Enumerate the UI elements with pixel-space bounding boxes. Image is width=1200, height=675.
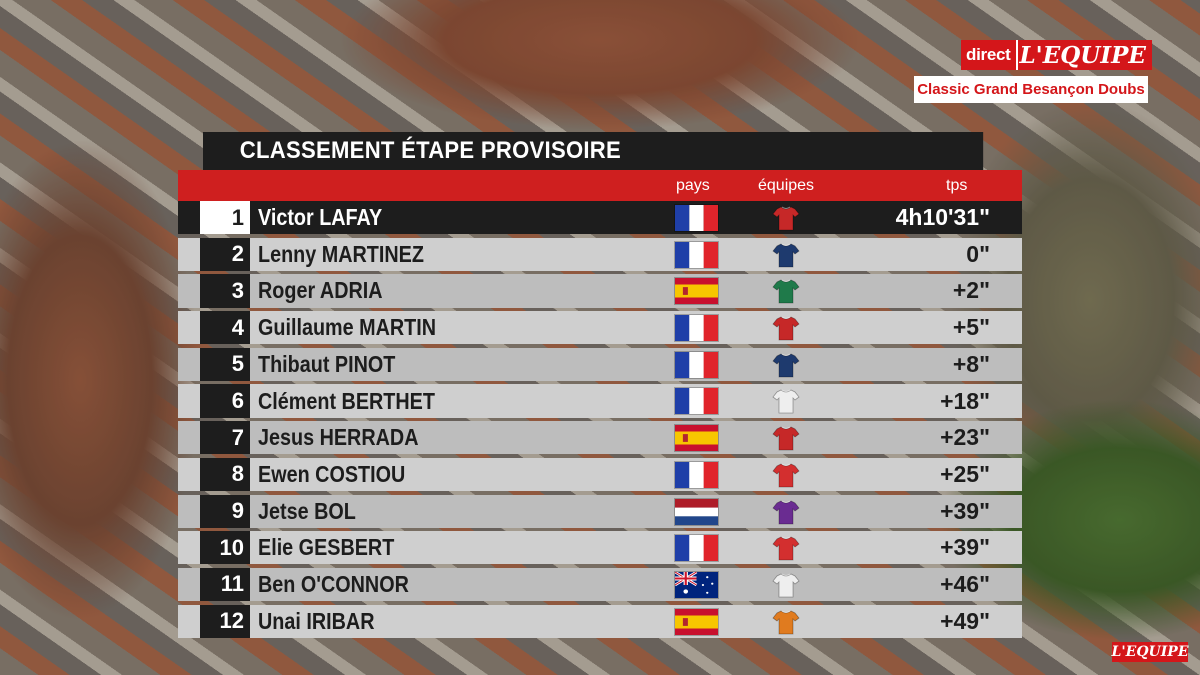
table-row: 8 Ewen COSTIOU +25" xyxy=(178,457,1022,491)
rider-time: +46" xyxy=(940,570,990,597)
brand-label: L'EQUIPE xyxy=(1015,40,1152,70)
column-header-time: tps xyxy=(946,177,968,194)
rider-time: +18" xyxy=(940,387,990,414)
rider-name: Jesus HERRADA xyxy=(258,424,419,451)
column-header-team: équipes xyxy=(758,177,815,194)
country-flag-icon xyxy=(674,460,719,489)
rider-name: Ewen COSTIOU xyxy=(258,460,406,487)
rider-rank: 7 xyxy=(200,421,250,455)
country-flag-icon xyxy=(674,204,719,232)
rider-rank: 3 xyxy=(200,274,250,308)
rider-name: Guillaume MARTIN xyxy=(258,314,437,341)
rider-rank: 5 xyxy=(200,347,250,381)
rider-name: Victor LAFAY xyxy=(258,204,383,231)
country-flag-icon xyxy=(674,350,719,379)
rider-time: +5" xyxy=(952,314,990,341)
team-jersey-icon xyxy=(772,351,800,379)
rider-time: 0" xyxy=(966,240,990,267)
rider-name: Unai IRIBAR xyxy=(258,607,375,634)
team-jersey-icon xyxy=(772,424,800,452)
table-row: 7 Jesus HERRADA +23" xyxy=(178,421,1022,455)
rider-time: +25" xyxy=(940,460,990,487)
rider-name: Elie GESBERT xyxy=(258,534,395,561)
rider-time: +8" xyxy=(952,350,990,377)
classification-title: CLASSEMENT ÉTAPE PROVISOIRE xyxy=(203,132,984,170)
country-flag-icon xyxy=(674,424,719,453)
rider-rank: 8 xyxy=(200,457,250,491)
rider-time: 4h10'31" xyxy=(895,204,990,231)
rider-name: Ben O'CONNOR xyxy=(258,570,409,597)
team-jersey-icon xyxy=(772,498,800,526)
race-name: Classic Grand Besançon Doubs xyxy=(914,76,1148,103)
rider-rank: 9 xyxy=(200,494,250,528)
column-header-country: pays xyxy=(676,177,710,194)
classification-title-text: CLASSEMENT ÉTAPE PROVISOIRE xyxy=(239,137,622,164)
table-row: 3 Roger ADRIA +2" xyxy=(178,274,1022,308)
country-flag-icon xyxy=(674,240,719,269)
table-row: 2 Lenny MARTINEZ 0" xyxy=(178,237,1022,271)
rider-time: +2" xyxy=(952,277,990,304)
team-jersey-icon xyxy=(772,204,800,232)
team-jersey-icon xyxy=(772,314,800,342)
rider-rank: 4 xyxy=(200,311,250,345)
team-jersey-icon xyxy=(772,387,800,415)
corner-logo: L'EQUIPE xyxy=(1111,642,1189,662)
country-flag-icon xyxy=(674,277,719,306)
rider-name: Jetse BOL xyxy=(258,497,356,524)
rider-time: +39" xyxy=(940,497,990,524)
country-flag-icon xyxy=(674,314,719,343)
team-jersey-icon xyxy=(772,277,800,305)
rider-time: +23" xyxy=(940,424,990,451)
rider-rank: 11 xyxy=(200,567,250,602)
team-jersey-icon xyxy=(772,534,800,562)
country-flag-icon xyxy=(674,607,719,636)
team-jersey-icon xyxy=(772,571,800,599)
rider-name: Thibaut PINOT xyxy=(258,350,396,377)
rider-time: +49" xyxy=(940,607,990,634)
team-jersey-icon xyxy=(772,608,800,636)
table-row: 6 Clément BERTHET +18" xyxy=(178,384,1022,418)
column-header-row: pays équipes tps xyxy=(178,170,1022,201)
broadcaster-logo: direct L'EQUIPE xyxy=(961,40,1152,70)
table-row: 5 Thibaut PINOT +8" xyxy=(178,347,1022,381)
rider-rank: 12 xyxy=(200,604,250,638)
country-flag-icon xyxy=(674,497,719,526)
classification-table: 1 Victor LAFAY 4h10'31" 2 Lenny MARTINEZ 0"… xyxy=(178,201,1022,641)
rider-time: +39" xyxy=(940,534,990,561)
rider-rank: 1 xyxy=(200,201,250,235)
team-jersey-icon xyxy=(772,241,800,269)
rider-rank: 2 xyxy=(200,237,250,271)
rider-rank: 6 xyxy=(200,384,250,418)
team-jersey-icon xyxy=(772,461,800,489)
country-flag-icon xyxy=(674,534,719,563)
rider-name: Roger ADRIA xyxy=(258,277,383,304)
country-flag-icon xyxy=(674,387,719,416)
rider-name: Lenny MARTINEZ xyxy=(258,240,424,267)
table-row: 1 Victor LAFAY 4h10'31" xyxy=(178,201,1022,235)
rider-rank: 10 xyxy=(200,531,250,565)
table-row: 10 Elie GESBERT +39" xyxy=(178,531,1022,565)
rider-name: Clément BERTHET xyxy=(258,387,435,414)
table-row: 9 Jetse BOL +39" xyxy=(178,494,1022,528)
live-label: direct xyxy=(961,40,1016,70)
table-row: 11 Ben O'CONNOR +46" xyxy=(178,567,1022,602)
country-flag-icon xyxy=(674,570,719,599)
table-row: 4 Guillaume MARTIN +5" xyxy=(178,311,1022,345)
table-row: 12 Unai IRIBAR +49" xyxy=(178,604,1022,638)
